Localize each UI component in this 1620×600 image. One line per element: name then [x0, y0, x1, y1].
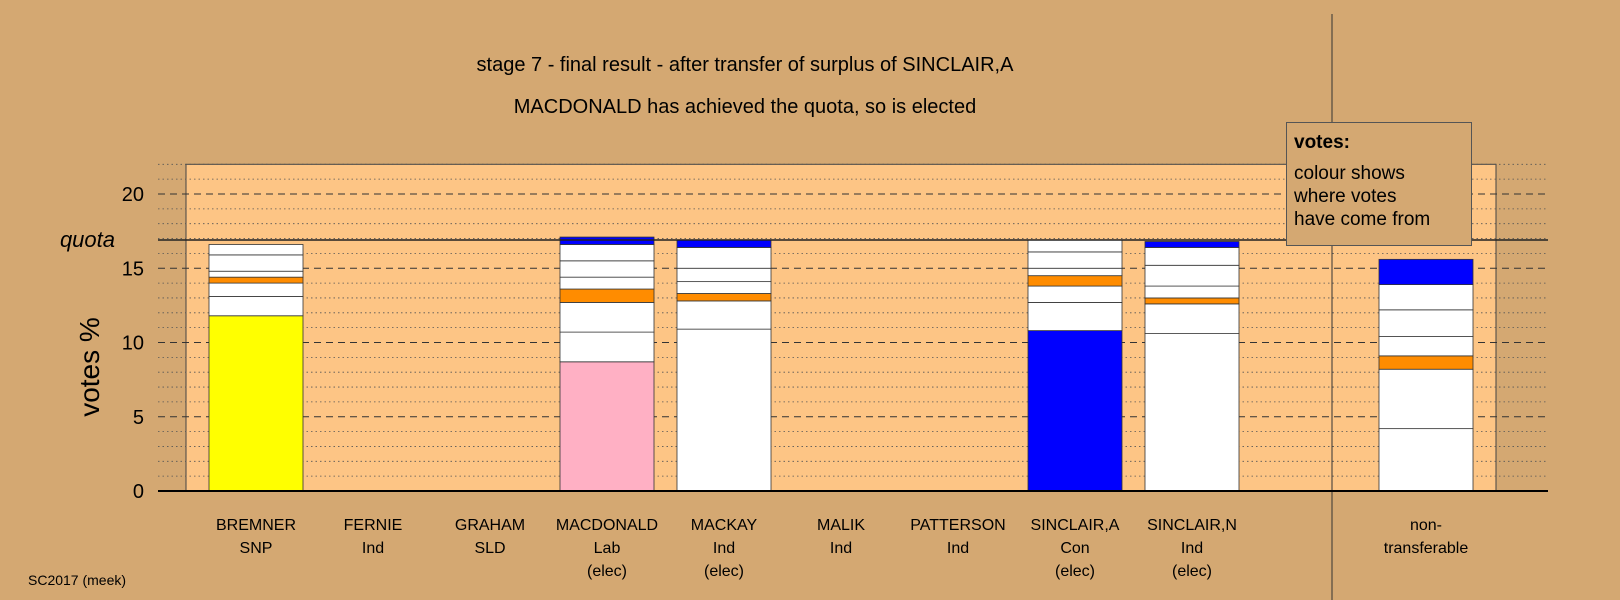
- bar-segment: [1144, 285, 1240, 299]
- bar-segment: [1378, 258, 1474, 285]
- bar-segment: [1378, 336, 1474, 357]
- bar-segment: [208, 276, 304, 284]
- x-tick-label-status: (elec): [1055, 563, 1095, 580]
- bar-segment: [1027, 275, 1123, 287]
- bar-segment: [1378, 309, 1474, 337]
- bar-segment: [1027, 251, 1123, 269]
- bar-segment: [1144, 264, 1240, 287]
- legend-text: colour shows where votes have come from: [1294, 163, 1431, 230]
- y-tick-label: 0: [133, 481, 144, 503]
- bar-segment: [1378, 428, 1474, 492]
- x-tick-label-party: Ind: [830, 540, 852, 557]
- bar-segment: [1378, 284, 1474, 311]
- bar-segment: [676, 247, 772, 269]
- bar-segment: [208, 254, 304, 272]
- y-tick-label: 15: [122, 258, 144, 280]
- bar-segment: [559, 276, 655, 290]
- bar-segment: [1027, 302, 1123, 332]
- legend-title: votes:: [1294, 132, 1350, 153]
- bar-segment: [1378, 355, 1474, 370]
- bar-segment: [559, 260, 655, 278]
- bar-segment: [559, 331, 655, 363]
- bar-segment: [1144, 241, 1240, 248]
- bar-segment: [208, 270, 304, 278]
- chart-subtitle: MACDONALD has achieved the quota, so is …: [513, 96, 977, 118]
- bar-segment: [1144, 297, 1240, 305]
- y-tick-label: 20: [122, 184, 144, 206]
- bar-segment: [559, 244, 655, 262]
- x-tick-label-name: MACDONALD: [556, 517, 658, 534]
- x-tick-label-party: SLD: [474, 540, 505, 557]
- bar-segment: [676, 293, 772, 302]
- bar-segment: [1027, 267, 1123, 277]
- x-tick-label-name: SINCLAIR,A: [1031, 517, 1120, 534]
- x-tick-label-name: PATTERSON: [910, 517, 1005, 534]
- x-tick-label-party: Lab: [594, 540, 621, 557]
- x-tick-label-status: (elec): [704, 563, 744, 580]
- bar-segment: [1378, 368, 1474, 430]
- bar-segment: [1027, 239, 1123, 253]
- bar-segment: [208, 282, 304, 297]
- bar-segment: [1144, 247, 1240, 266]
- legend-box: votes: colour shows where votes have com…: [1286, 122, 1472, 246]
- x-tick-label-status: (elec): [587, 563, 627, 580]
- x-tick-label-party: Con: [1060, 540, 1089, 557]
- x-tick-label-status: (elec): [1172, 563, 1212, 580]
- x-tick-label-party: Ind: [713, 540, 735, 557]
- x-tick-label-name: MALIK: [817, 517, 865, 534]
- plot-area: [185, 163, 1497, 492]
- x-tick-label-party: Ind: [947, 540, 969, 557]
- bar-segment: [559, 361, 655, 492]
- y-axis-label: votes %: [74, 317, 105, 417]
- footer-label: SC2017 (meek): [28, 572, 127, 588]
- bar-segment: [559, 302, 655, 333]
- bar-segment: [676, 239, 772, 248]
- bar-segment: [1144, 333, 1240, 492]
- bar-segment: [208, 315, 304, 492]
- bar-segment: [676, 281, 772, 294]
- x-tick-label-name: non-: [1410, 517, 1442, 534]
- y-tick-label: 10: [122, 333, 144, 355]
- x-tick-label-party: transferable: [1384, 540, 1469, 557]
- x-tick-label-name: FERNIE: [344, 517, 403, 534]
- bar-segment: [1027, 285, 1123, 303]
- x-tick-label-name: MACKAY: [691, 517, 758, 534]
- bar-segment: [208, 296, 304, 317]
- x-tick-label-name: SINCLAIR,N: [1147, 517, 1237, 534]
- bar-segment: [676, 300, 772, 330]
- x-tick-label-name: BREMNER: [216, 517, 296, 534]
- y-tick-label: 5: [133, 407, 144, 429]
- x-tick-label-party: Ind: [362, 540, 384, 557]
- quota-label: quota: [60, 227, 115, 252]
- bar-segment: [1027, 330, 1123, 492]
- x-tick-label-name: GRAHAM: [455, 517, 525, 534]
- x-tick-label-party: Ind: [1181, 540, 1203, 557]
- bar-segment: [676, 267, 772, 283]
- bar-segment: [1144, 303, 1240, 334]
- bar-segment: [676, 328, 772, 492]
- chart-title: stage 7 - final result - after transfer …: [476, 54, 1014, 76]
- bar-segment: [208, 244, 304, 256]
- x-tick-label-party: SNP: [240, 540, 273, 557]
- bar-segment: [559, 288, 655, 303]
